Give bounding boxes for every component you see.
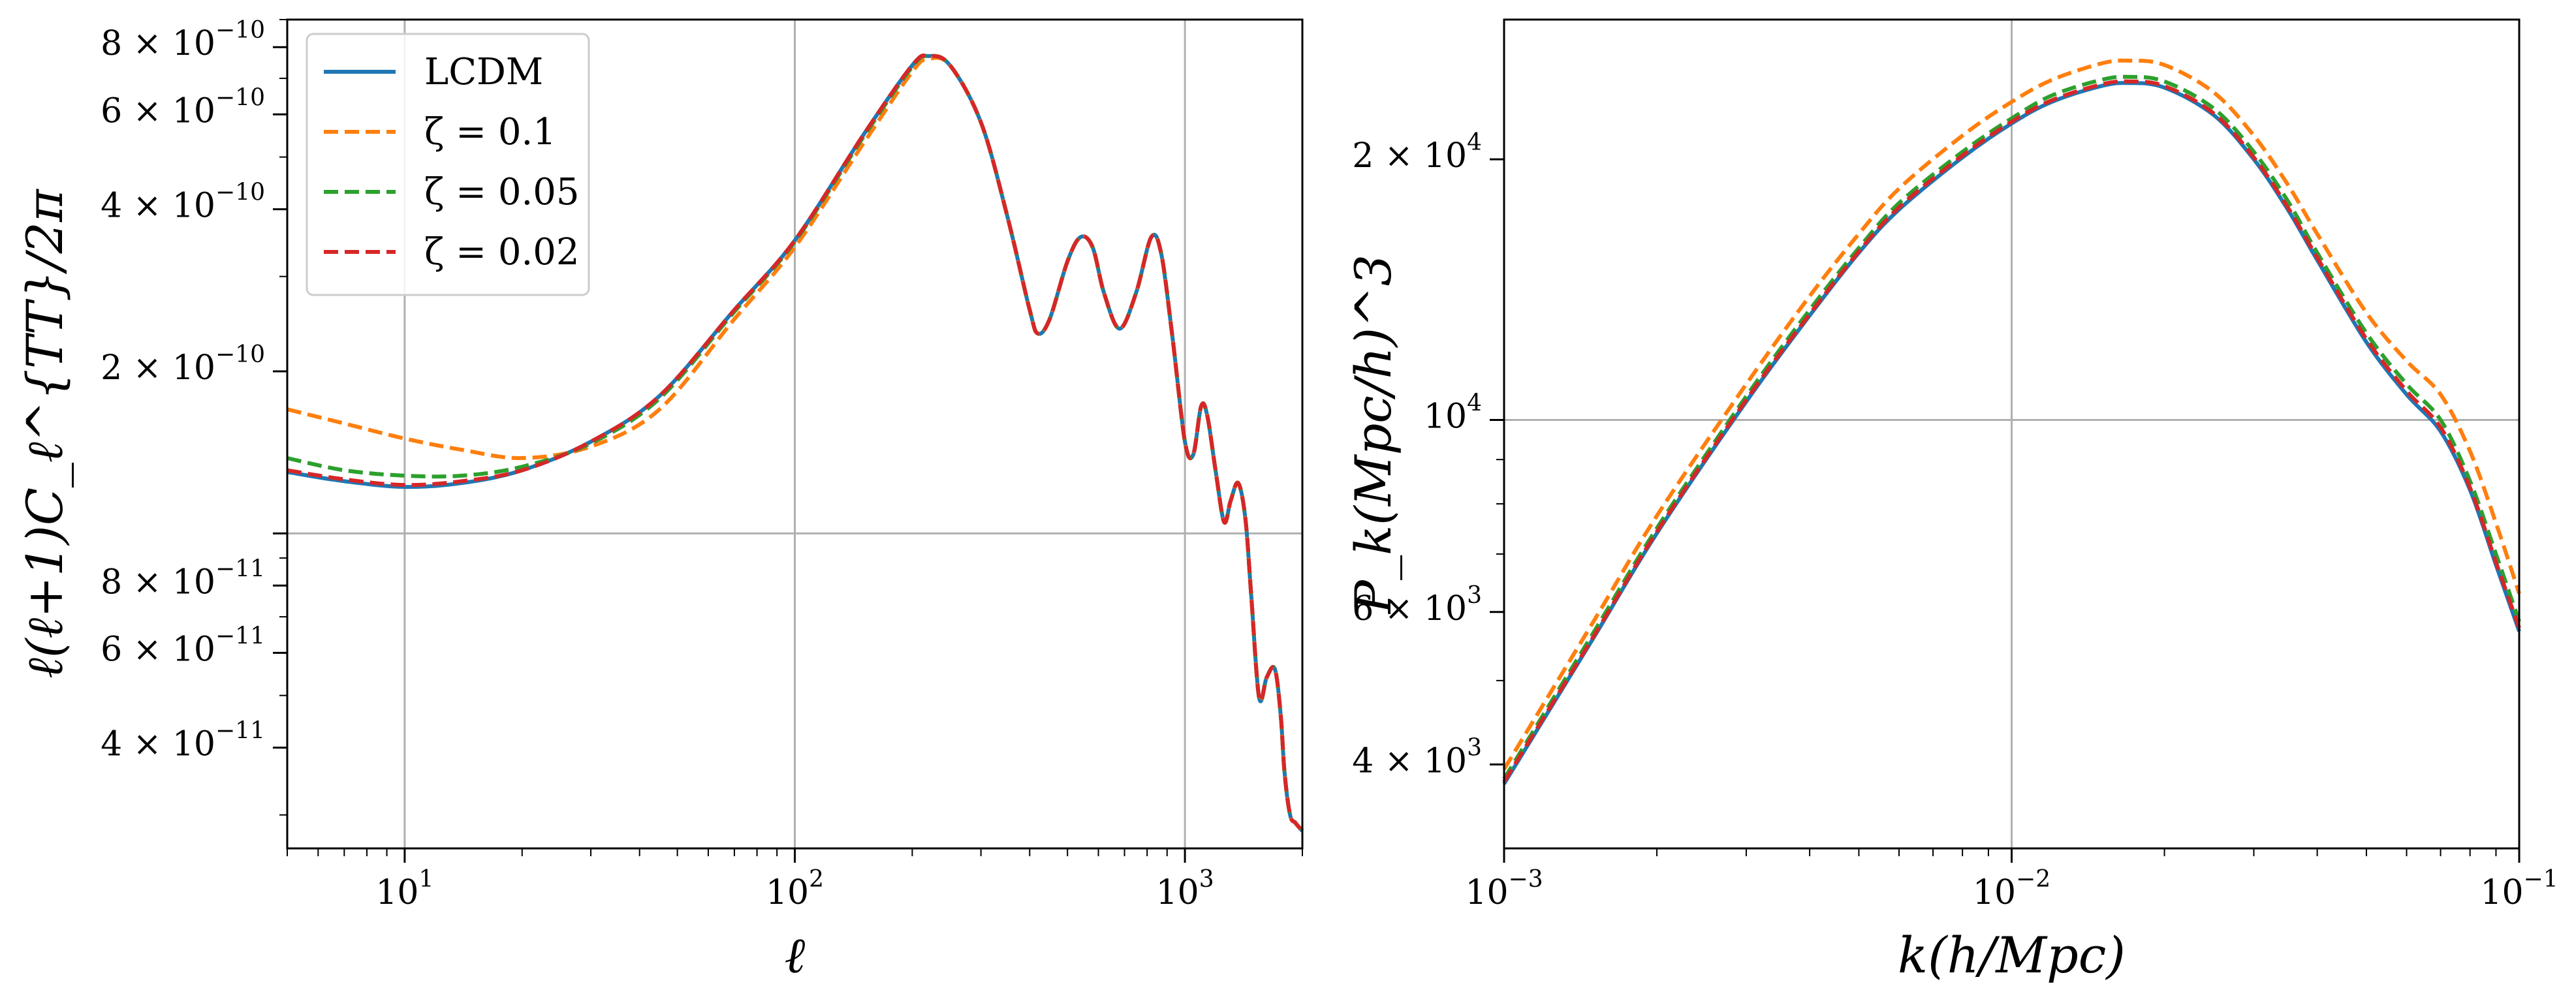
y-tick-label: 4 × 10−10 — [101, 179, 265, 226]
series-line — [1502, 79, 2521, 783]
legend-label: LCDM — [424, 51, 543, 93]
y-tick-label: 104 — [1424, 390, 1482, 436]
legend-label: ζ = 0.02 — [424, 231, 580, 273]
y-tick-label: 2 × 10−10 — [101, 341, 265, 388]
y-tick-label: 8 × 10−10 — [101, 17, 265, 63]
x-tick-label: 10−1 — [2480, 866, 2558, 912]
axis-ticks: 101 102 103 8 × 10−10 6 × 10−10 4 × 10−10 2 × … — [101, 17, 1303, 912]
y-tick-label: 8 × 10−11 — [101, 555, 265, 602]
series-line — [1502, 74, 2521, 781]
y-tick-label: 4 × 103 — [1352, 734, 1482, 781]
legend: LCDM ζ = 0.1 ζ = 0.05 ζ = 0.02 — [306, 33, 590, 296]
series-line — [287, 54, 1304, 833]
y-tick-label: 2 × 104 — [1352, 129, 1482, 176]
y-tick-label: 6 × 10−11 — [101, 623, 265, 669]
x-tick-label: 103 — [1156, 866, 1214, 912]
x-tick-label: 10−2 — [1973, 866, 2050, 912]
data-series — [287, 54, 1304, 833]
y-tick-label: 6 × 103 — [1352, 582, 1482, 628]
x-tick-label: 102 — [766, 866, 824, 912]
cmb-spectrum-panel: 101 102 103 8 × 10−10 6 × 10−10 4 × 10−10 2 × … — [16, 17, 1304, 984]
axis-ticks: 10−3 10−2 10−1 2 × 104 104 6 × 103 4 × 103 — [1352, 129, 2558, 912]
y-axis-label: P_k(Mpc/h)^3 — [1344, 255, 1402, 615]
x-tick-label: 101 — [375, 866, 433, 912]
x-axis-label: k(h/Mpc) — [1898, 926, 2126, 984]
legend-box — [306, 33, 590, 296]
data-series — [1502, 58, 2521, 785]
matter-power-spectrum-panel: 10−3 10−2 10−1 2 × 104 104 6 × 103 4 × 103 k(h… — [1344, 18, 2558, 984]
legend-label: ζ = 0.05 — [424, 171, 580, 213]
y-tick-label: 4 × 10−11 — [101, 718, 265, 764]
y-axis-label: ℓ(ℓ+1)C_ℓ^{TT}/2π — [16, 188, 74, 679]
y-tick-label: 6 × 10−10 — [101, 84, 265, 131]
x-tick-label: 10−3 — [1465, 866, 1543, 912]
x-axis-label: ℓ — [785, 926, 806, 984]
legend-label: ζ = 0.1 — [424, 111, 556, 153]
series-line — [1502, 58, 2521, 771]
